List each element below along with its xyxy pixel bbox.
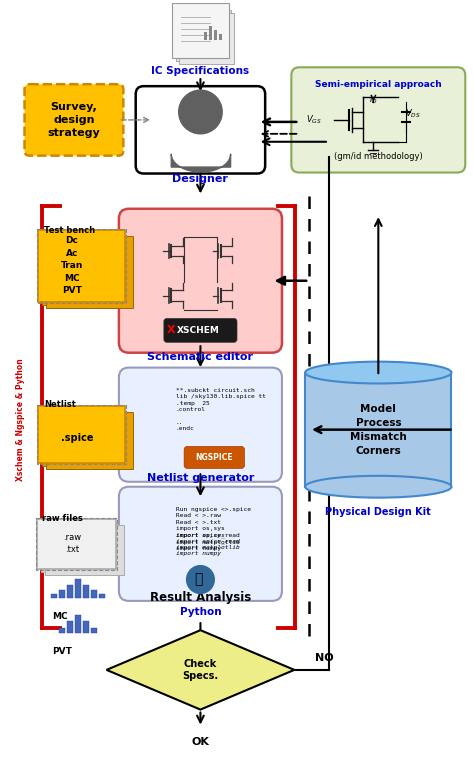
Text: NGSPICE: NGSPICE bbox=[195, 453, 233, 462]
Text: Dc
Ac
Tran
MC
PVT: Dc Ac Tran MC PVT bbox=[61, 237, 83, 295]
Bar bbox=[219, 34, 222, 40]
Bar bbox=[46, 236, 133, 307]
Bar bbox=[91, 591, 97, 598]
Bar bbox=[51, 594, 57, 598]
Bar bbox=[172, 3, 229, 58]
Text: Netlist generator: Netlist generator bbox=[147, 473, 254, 483]
Bar bbox=[75, 578, 81, 598]
Bar bbox=[67, 621, 73, 633]
Bar bbox=[38, 230, 125, 301]
Bar bbox=[46, 525, 124, 575]
Text: import matplotlib: import matplotlib bbox=[176, 545, 239, 550]
Text: $I_D$: $I_D$ bbox=[369, 94, 378, 106]
Text: import spice_read: import spice_read bbox=[176, 539, 239, 545]
Bar bbox=[176, 10, 230, 61]
Text: Check
Specs.: Check Specs. bbox=[182, 658, 219, 681]
Ellipse shape bbox=[305, 476, 451, 497]
Text: XSCHEM: XSCHEM bbox=[177, 326, 220, 335]
FancyBboxPatch shape bbox=[25, 84, 123, 156]
Bar bbox=[99, 594, 105, 598]
Text: Run ngspice <>.spice
Read < >.raw
Read < >.txt
import os,sys
import spice_read
i: Run ngspice <>.spice Read < >.raw Read <… bbox=[176, 507, 251, 551]
Bar bbox=[209, 26, 212, 40]
Text: import numpy: import numpy bbox=[176, 551, 221, 555]
Text: 🐍: 🐍 bbox=[194, 572, 203, 587]
Bar bbox=[214, 30, 217, 40]
Bar bbox=[37, 229, 126, 303]
Bar bbox=[204, 31, 207, 40]
FancyBboxPatch shape bbox=[119, 209, 282, 353]
Text: OK: OK bbox=[191, 737, 210, 748]
Bar bbox=[75, 615, 81, 633]
Bar bbox=[42, 409, 129, 466]
FancyBboxPatch shape bbox=[119, 368, 282, 481]
Text: **.subckt circuit.sch
lib /sky130.lib.spice tt
.temp  25
.control

..
.endc: **.subckt circuit.sch lib /sky130.lib.sp… bbox=[176, 388, 266, 431]
Text: $V_{GS}$: $V_{GS}$ bbox=[306, 114, 322, 126]
Text: Schematic editor: Schematic editor bbox=[147, 353, 254, 362]
Bar bbox=[37, 519, 117, 568]
Circle shape bbox=[187, 565, 214, 594]
FancyBboxPatch shape bbox=[119, 487, 282, 601]
Bar bbox=[36, 518, 118, 570]
Text: (gm/id methodology): (gm/id methodology) bbox=[334, 152, 423, 161]
Text: Model
Process
Mismatch
Corners: Model Process Mismatch Corners bbox=[350, 404, 407, 456]
Bar bbox=[42, 233, 129, 304]
Bar bbox=[91, 628, 97, 633]
Text: .spice: .spice bbox=[61, 433, 93, 443]
FancyBboxPatch shape bbox=[292, 67, 465, 172]
Text: import os,sys: import os,sys bbox=[176, 533, 225, 538]
Text: Survey,
design
strategy: Survey, design strategy bbox=[47, 101, 100, 138]
Bar bbox=[83, 621, 89, 633]
Bar bbox=[179, 13, 234, 64]
Text: PVT: PVT bbox=[52, 647, 72, 656]
Bar bbox=[83, 584, 89, 598]
Bar bbox=[305, 372, 451, 487]
Text: Semi-empirical approach: Semi-empirical approach bbox=[315, 79, 442, 89]
Text: X: X bbox=[166, 325, 175, 336]
Bar bbox=[41, 522, 120, 571]
Text: $V_{DS}$: $V_{DS}$ bbox=[405, 108, 421, 121]
Text: IC Specifications: IC Specifications bbox=[151, 66, 249, 76]
Text: Netlist: Netlist bbox=[44, 400, 76, 409]
Bar bbox=[38, 406, 125, 463]
Ellipse shape bbox=[305, 362, 451, 384]
FancyBboxPatch shape bbox=[184, 446, 245, 468]
Bar bbox=[173, 7, 228, 59]
Bar bbox=[46, 412, 133, 469]
Text: MC: MC bbox=[52, 612, 68, 621]
Bar bbox=[59, 628, 65, 633]
Bar bbox=[67, 584, 73, 598]
Text: Xschem & Ngspice & Python: Xschem & Ngspice & Python bbox=[16, 359, 25, 481]
Text: Physical Design Kit: Physical Design Kit bbox=[326, 507, 431, 517]
Text: Designer: Designer bbox=[173, 173, 228, 184]
Text: Python: Python bbox=[180, 607, 221, 617]
Text: NO: NO bbox=[315, 653, 334, 663]
Circle shape bbox=[179, 90, 222, 134]
FancyBboxPatch shape bbox=[136, 86, 265, 173]
Bar bbox=[37, 405, 126, 465]
FancyBboxPatch shape bbox=[164, 318, 237, 343]
Bar bbox=[59, 591, 65, 598]
Polygon shape bbox=[107, 630, 294, 710]
Text: Result Analysis: Result Analysis bbox=[150, 591, 251, 604]
Text: raw files: raw files bbox=[42, 514, 83, 523]
Text: .raw
.txt: .raw .txt bbox=[63, 533, 81, 554]
Text: Test bench: Test bench bbox=[44, 226, 95, 235]
